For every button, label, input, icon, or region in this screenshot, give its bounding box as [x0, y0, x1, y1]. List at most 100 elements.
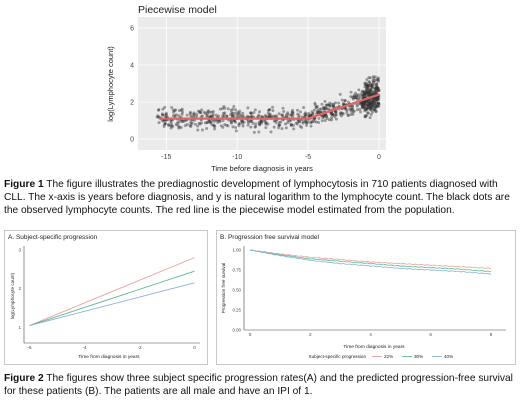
data-point [173, 109, 177, 113]
data-point [363, 115, 367, 119]
data-point [164, 111, 168, 115]
data-point [349, 109, 353, 113]
figure-2b-axes [243, 246, 506, 331]
y-tick-label: 0.00 [232, 328, 241, 333]
data-point [367, 80, 371, 84]
data-point [236, 112, 240, 116]
data-point [304, 120, 308, 124]
figure-2-caption-text: The figures show three subject specific … [4, 373, 513, 398]
data-point [370, 98, 374, 102]
figure-2a-title: A. Subject-specific progression [8, 234, 98, 241]
data-point [288, 119, 292, 123]
data-point [362, 100, 366, 104]
data-point [289, 113, 293, 117]
data-point [315, 109, 319, 113]
data-point [211, 114, 215, 118]
data-point [339, 114, 343, 118]
data-point [254, 124, 258, 128]
x-tick-label: 0 [193, 345, 196, 350]
figure-1-model-line [159, 93, 380, 120]
data-point [292, 127, 296, 131]
data-point [232, 105, 236, 109]
data-point [240, 119, 244, 123]
data-point [370, 83, 374, 87]
data-point [337, 101, 341, 105]
data-point [351, 110, 355, 114]
data-point [377, 89, 381, 93]
data-point [203, 121, 207, 125]
data-point [260, 121, 264, 125]
data-point [328, 103, 332, 107]
x-tick-label: 0 [377, 154, 381, 161]
data-point [229, 113, 233, 117]
data-point [361, 102, 365, 106]
data-point [222, 104, 226, 108]
data-point [320, 119, 324, 123]
figure-1-x-ticks: -15 -10 -5 0 [161, 154, 381, 161]
data-point [376, 95, 380, 99]
data-point [208, 119, 212, 123]
data-point [318, 109, 322, 113]
data-point [171, 124, 175, 128]
data-point [355, 97, 359, 101]
data-point [374, 86, 378, 90]
data-point [377, 104, 381, 108]
data-point [375, 82, 379, 86]
data-point [256, 115, 260, 119]
data-point [315, 106, 319, 110]
data-point [375, 86, 379, 90]
data-point [259, 120, 263, 124]
data-point [364, 99, 368, 103]
data-point [250, 119, 254, 123]
data-point [298, 110, 302, 114]
data-point [229, 120, 233, 124]
data-point [352, 109, 356, 113]
data-point [315, 104, 319, 108]
data-point [366, 91, 370, 95]
data-point [348, 107, 352, 111]
data-point [345, 109, 349, 113]
data-point [365, 84, 369, 88]
data-point [173, 114, 177, 118]
data-point [297, 113, 301, 117]
data-point [297, 119, 301, 123]
data-point [221, 107, 225, 111]
data-point [377, 102, 381, 106]
data-point [361, 102, 365, 106]
data-point [331, 104, 335, 108]
data-point [330, 118, 334, 122]
data-point [277, 126, 281, 130]
data-point [375, 96, 379, 100]
figure-1-caption-text: The figure illustrates the prediagnostic… [4, 179, 510, 217]
data-point [366, 106, 370, 110]
figure-2b-legend-title: Subject-specific progression [309, 354, 367, 359]
data-point [177, 120, 181, 124]
data-point [180, 107, 184, 111]
data-point [246, 123, 250, 127]
data-point [372, 101, 376, 105]
x-tick-label: -4 [82, 345, 87, 350]
data-point [371, 103, 375, 107]
data-point [346, 114, 350, 118]
data-point [200, 108, 204, 112]
data-point [254, 122, 258, 126]
data-point [371, 99, 375, 103]
data-point [368, 82, 372, 86]
x-tick-label: -6 [27, 345, 32, 350]
data-point [301, 120, 305, 124]
data-point [266, 111, 270, 115]
data-point [360, 103, 364, 107]
data-point [364, 114, 368, 118]
data-point [284, 126, 288, 130]
data-point [192, 112, 196, 116]
data-point [282, 110, 286, 114]
figure-1-y-ticks: 0 2 4 6 [130, 26, 134, 144]
data-point [214, 113, 218, 117]
data-point [167, 123, 171, 127]
data-point [371, 78, 375, 82]
data-point [372, 97, 376, 101]
data-point [375, 88, 379, 92]
data-point [264, 126, 268, 130]
data-point [363, 82, 367, 86]
data-point [371, 104, 375, 108]
